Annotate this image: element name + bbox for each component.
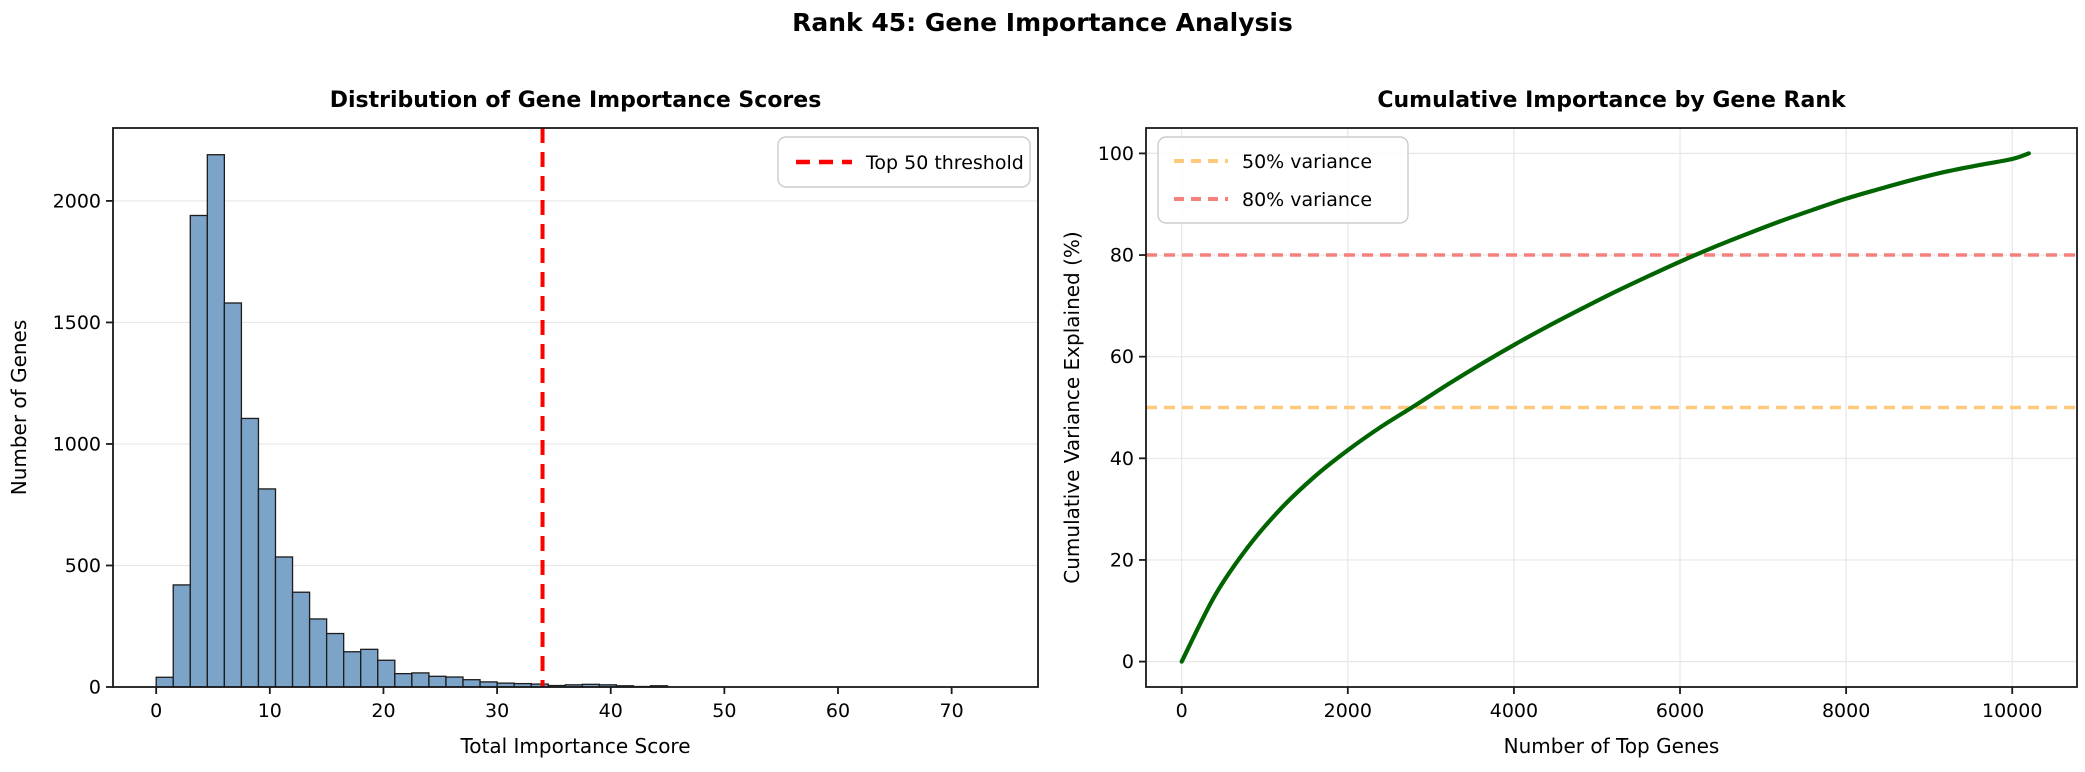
axes-frame xyxy=(112,127,1039,688)
legend-label-50: 50% variance xyxy=(1242,151,1372,173)
y-tick-label: 500 xyxy=(65,555,101,577)
y-tick-label: 0 xyxy=(89,677,101,699)
x-tick-label: 30 xyxy=(485,700,509,722)
x-tick-label: 8000 xyxy=(1822,700,1870,722)
x-tick-label: 40 xyxy=(599,700,623,722)
histogram-bar xyxy=(274,556,294,688)
x-tick-label: 70 xyxy=(940,700,964,722)
histogram-bar xyxy=(206,154,226,688)
x-tick-label: 0 xyxy=(1176,700,1188,722)
histogram-bar xyxy=(223,302,243,688)
x-tick-label: 60 xyxy=(826,700,850,722)
histogram-bar xyxy=(155,676,174,688)
histogram-bar xyxy=(445,676,464,688)
histogram-bar xyxy=(291,591,311,688)
subplot-title: Cumulative Importance by Gene Rank xyxy=(1377,88,1847,113)
histogram-bar xyxy=(189,214,208,688)
histogram-bar xyxy=(172,584,191,688)
y-tick-label: 2000 xyxy=(53,190,101,212)
histogram-bar xyxy=(325,632,345,688)
figure-title: Rank 45: Gene Importance Analysis xyxy=(792,8,1293,37)
histogram-bar xyxy=(343,651,362,688)
y-tick-label: 20 xyxy=(1110,549,1134,571)
axes-frame xyxy=(1145,127,2078,688)
histogram-bar xyxy=(257,488,277,688)
histogram-bar xyxy=(462,679,481,688)
y-axis-label: Number of Genes xyxy=(7,320,31,496)
x-tick-label: 0 xyxy=(150,700,162,722)
histogram-bar xyxy=(377,659,396,688)
histogram-bar xyxy=(411,672,430,688)
y-axis-label: Cumulative Variance Explained (%) xyxy=(1060,231,1084,583)
x-tick-label: 20 xyxy=(371,700,395,722)
x-tick-label: 50 xyxy=(712,700,736,722)
legend-label-80: 80% variance xyxy=(1242,189,1372,211)
histogram-bar xyxy=(428,675,447,688)
histogram-bar xyxy=(240,417,260,688)
y-tick-label: 1500 xyxy=(53,312,101,334)
legend-threshold-label: Top 50 threshold xyxy=(865,152,1024,174)
x-axis-label: Number of Top Genes xyxy=(1504,734,1720,758)
histogram-chart: 0 10 20 30 40 50 60 70 0 500 1000 1500 2000 Distribut… xyxy=(7,88,1039,758)
y-tick-label: 1000 xyxy=(53,433,101,455)
histogram-bar xyxy=(394,672,413,688)
y-tick-label: 80 xyxy=(1110,245,1134,267)
cumulative-chart: 0 2000 4000 6000 8000 10000 0 20 40 60 80 100 Cumula… xyxy=(1060,88,2078,758)
y-tick-label: 100 xyxy=(1098,143,1134,165)
legend-box xyxy=(777,136,1031,188)
y-tick-label: 0 xyxy=(1122,651,1134,673)
legend-box xyxy=(1157,136,1409,224)
histogram-bars xyxy=(155,154,669,688)
y-tick-label: 40 xyxy=(1110,448,1134,470)
x-tick-label: 10 xyxy=(258,700,282,722)
cumulative-curve xyxy=(1179,151,2031,664)
histogram-bar xyxy=(308,618,328,688)
x-tick-label: 10000 xyxy=(1982,700,2042,722)
subplot-title: Distribution of Gene Importance Scores xyxy=(330,88,822,113)
x-tick-label: 4000 xyxy=(1490,700,1538,722)
histogram-bar xyxy=(360,648,379,688)
y-tick-label: 60 xyxy=(1110,346,1134,368)
x-tick-label: 6000 xyxy=(1656,700,1704,722)
x-axis-label: Total Importance Score xyxy=(459,734,690,758)
x-tick-label: 2000 xyxy=(1324,700,1372,722)
